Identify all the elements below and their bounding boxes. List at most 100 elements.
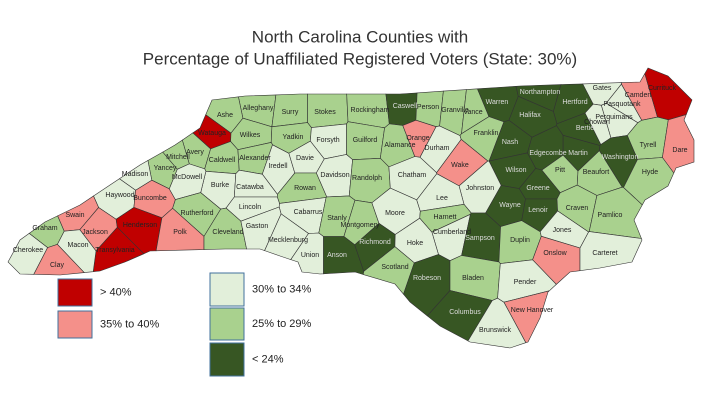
county-label: Hoke	[407, 240, 423, 247]
county-label: McDowell	[172, 174, 203, 181]
county-label: Wilkes	[240, 132, 261, 139]
legend-label: 30% to 34%	[252, 283, 312, 295]
county-label: Haywood	[105, 192, 134, 199]
county	[168, 163, 207, 200]
county-label: Alamance	[384, 142, 415, 149]
county-label: Beaufort	[583, 169, 610, 176]
county-label: Burke	[211, 182, 229, 189]
county-label: Bladen	[462, 275, 484, 282]
county-label: Pender	[514, 279, 537, 286]
county-label: Johnston	[466, 185, 495, 192]
county-label: Stanly	[327, 215, 347, 222]
county-label: Cherokee	[13, 247, 43, 254]
county-label: Davidson	[320, 172, 349, 179]
county-label: Chowan	[584, 119, 610, 126]
county-label: Wayne	[499, 202, 521, 209]
county-label: Hertford	[562, 99, 587, 106]
county-label: Watauga	[198, 130, 226, 137]
legend-swatch	[209, 272, 245, 307]
county-label: Swain	[65, 212, 84, 219]
county-label: Camden	[625, 92, 652, 99]
county	[33, 244, 85, 276]
county-label: Vance	[463, 109, 482, 116]
county-label: Henderson	[123, 222, 157, 229]
county-label: Richmond	[359, 239, 391, 246]
county-label: Cumberland	[433, 229, 471, 236]
county-label: Pasquotank	[604, 101, 641, 108]
county-label: Caswell	[393, 103, 418, 110]
county-label: Brunswick	[479, 327, 511, 334]
county-label: Avery	[186, 149, 204, 156]
county-label: Gates	[593, 85, 612, 92]
county-label: Stokes	[314, 109, 336, 116]
county-label: Moore	[385, 210, 405, 217]
legend: > 40% 35% to 40% 30% to 34% 25% to 29% < 24%	[57, 272, 312, 377]
county-label: Rutherford	[180, 210, 213, 217]
county-label: Rockingham	[351, 107, 390, 114]
county-label: Gaston	[246, 223, 269, 230]
county-label: Mecklenburg	[268, 237, 308, 244]
county-label: Duplin	[510, 237, 530, 244]
county-label: Robeson	[413, 275, 441, 282]
county-label: Transylvania	[95, 247, 135, 254]
legend-label: 35% to 40%	[100, 318, 160, 330]
legend-label: < 24%	[252, 353, 284, 365]
county-label: Alleghany	[243, 105, 274, 112]
county	[579, 231, 643, 272]
county-label: Clay	[50, 262, 65, 269]
county-label: Tyrell	[640, 142, 657, 149]
county-label: Carteret	[592, 250, 617, 257]
county-label: Lenoir	[528, 207, 548, 214]
county-label: Martin	[568, 150, 588, 157]
county-label: Greene	[526, 185, 549, 192]
county-label: Mitchell	[166, 154, 190, 161]
county-label: Cabarrus	[294, 209, 323, 216]
title-line: North Carolina Counties with	[252, 27, 468, 46]
state-map: Alleghany Ashe Surry Stokes RockinghamCaswel…	[7, 67, 695, 349]
county-label: New Hanover	[511, 307, 554, 314]
legend-label: > 40%	[100, 286, 132, 298]
legend-swatch	[209, 307, 245, 341]
county-label: Catawba	[236, 184, 264, 191]
county-label: Randolph	[352, 175, 382, 182]
county-label: Wake	[451, 162, 469, 169]
county	[115, 207, 163, 255]
county-label: Durham	[425, 145, 450, 152]
county-label: Cleveland	[212, 229, 243, 236]
legend-swatch	[57, 310, 93, 339]
county-label: Edgecombe	[529, 150, 566, 157]
county-label: Dare	[672, 147, 687, 154]
county	[290, 232, 324, 275]
county-label: Harnett	[434, 214, 457, 221]
county-label: Yancey	[154, 165, 177, 172]
county-label: Macon	[67, 242, 88, 249]
county-label: Chatham	[398, 172, 427, 179]
county	[467, 297, 527, 349]
county-label: Washington	[602, 154, 639, 161]
county-label: Granville	[441, 107, 469, 114]
county-label: Graham	[32, 225, 57, 232]
county-label: Anson	[327, 252, 347, 259]
county-label: Onslow	[543, 250, 567, 257]
county-label: Bertie	[576, 125, 594, 132]
county-label: Perquimans	[595, 114, 633, 121]
legend-label: 25% to 29%	[252, 318, 312, 330]
legend-swatch	[57, 278, 93, 307]
county-label: Iredell	[268, 163, 288, 170]
county-label: Pitt	[555, 167, 565, 174]
county-label: Nash	[502, 139, 518, 146]
county-label: Craven	[566, 205, 589, 212]
county-label: Person	[417, 104, 439, 111]
county	[662, 114, 695, 174]
county-label: Halifax	[519, 112, 541, 119]
county-label: Jackson	[82, 229, 108, 236]
county-label: Warren	[486, 99, 509, 106]
county-label: Lincoln	[239, 204, 261, 211]
county-label: Guilford	[353, 137, 378, 144]
county-label: Ashe	[217, 112, 233, 119]
county-label: Yadkin	[283, 134, 304, 141]
county	[588, 186, 643, 239]
county-label: Union	[301, 252, 319, 259]
county-label: Franklin	[474, 130, 499, 137]
